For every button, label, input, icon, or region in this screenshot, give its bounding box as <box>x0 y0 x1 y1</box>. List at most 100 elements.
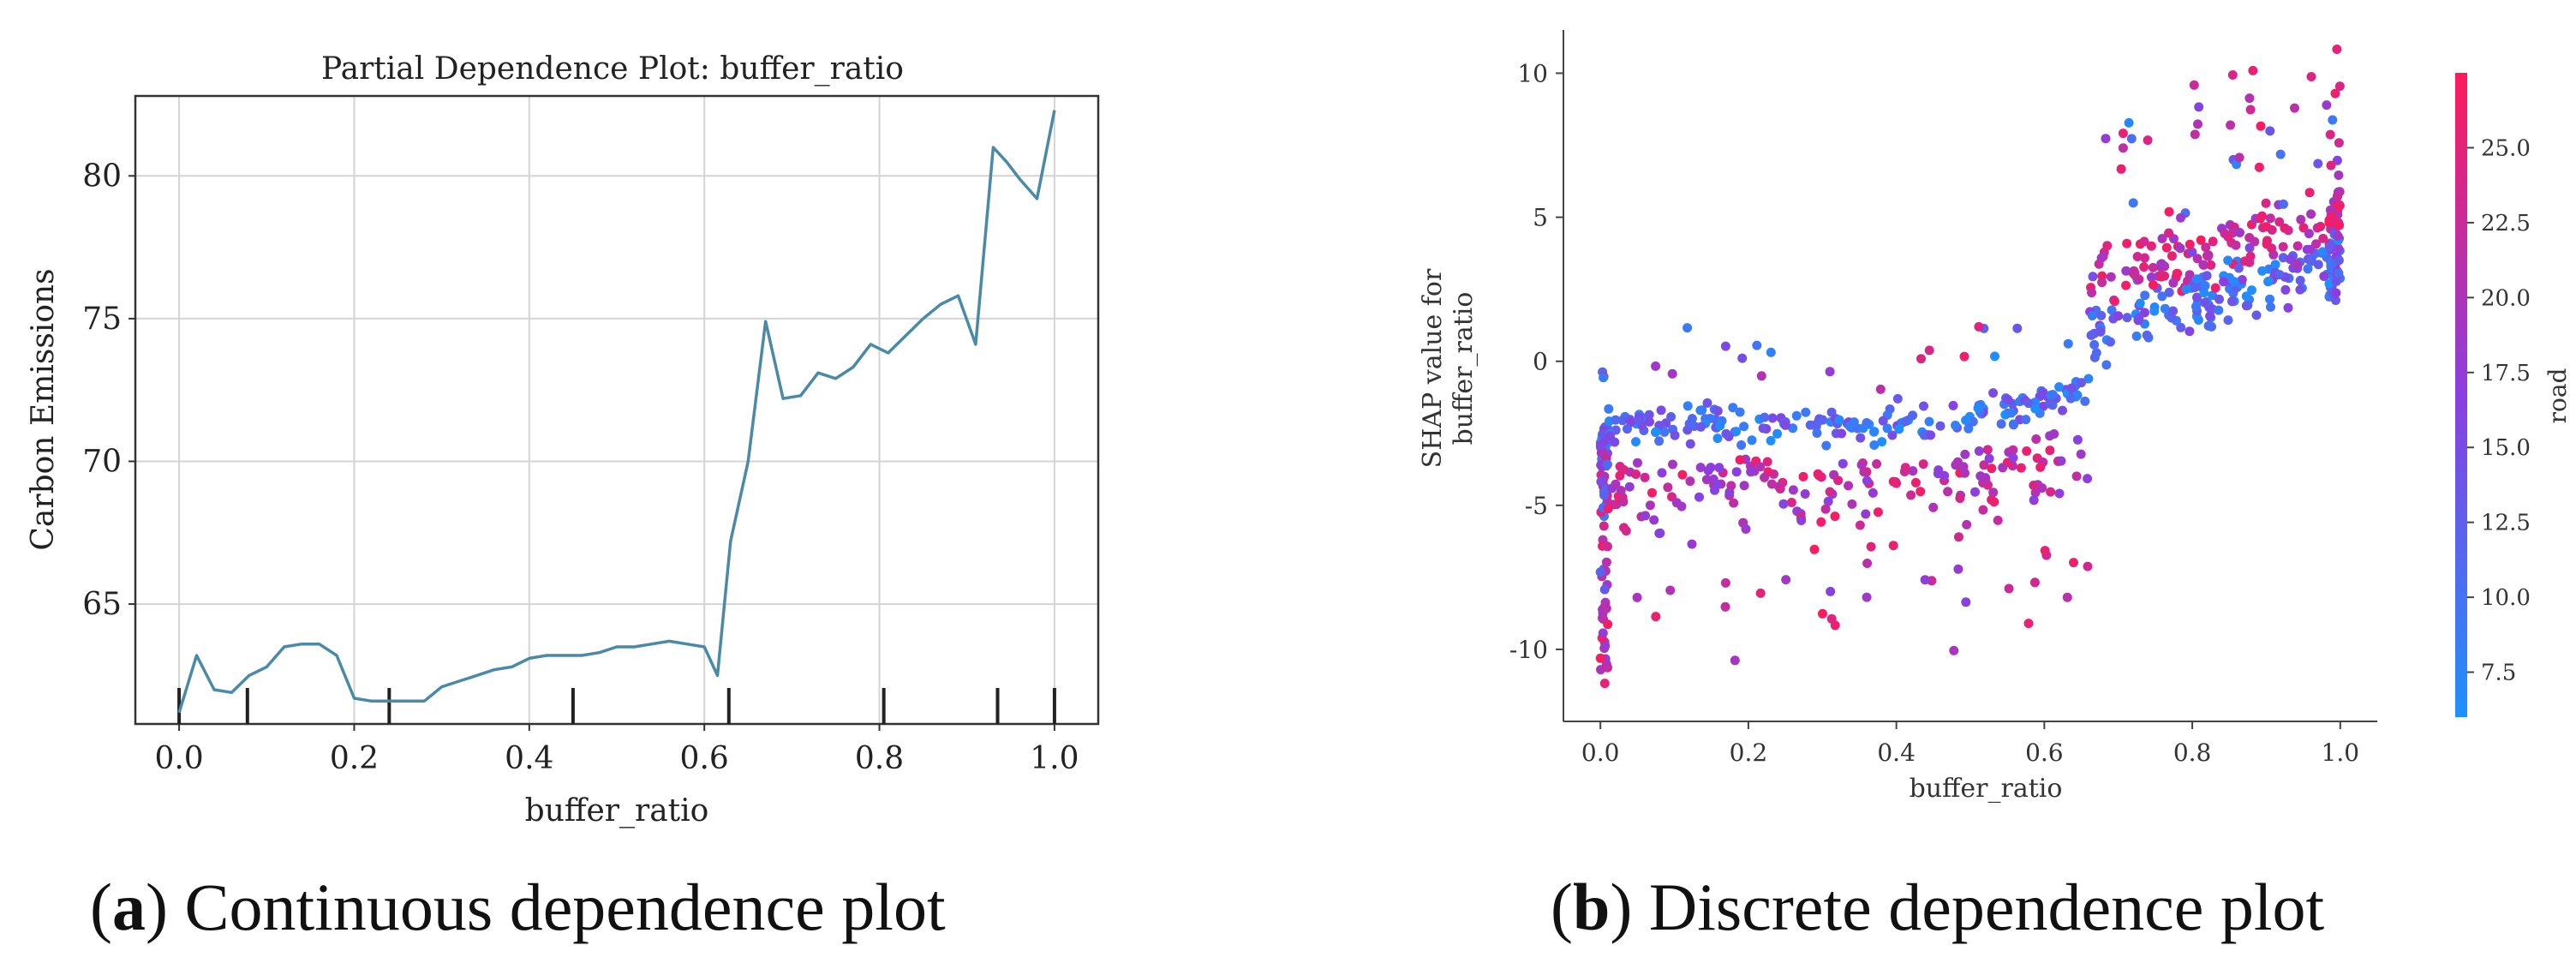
chart-b-point <box>2132 252 2143 261</box>
chart-b-point <box>1721 428 1731 439</box>
chart-b-point <box>1962 519 1972 529</box>
chart-b-point <box>2054 488 2065 499</box>
chart-b-y-tick-label: -10 <box>1509 636 1548 664</box>
chart-b-point <box>1961 597 1971 607</box>
chart-b-point <box>1766 435 1776 446</box>
chart-b-point <box>2124 117 2134 128</box>
chart-b-point <box>1781 575 1791 585</box>
chart-b-point <box>2157 234 2167 243</box>
chart-b-point <box>1818 415 1828 425</box>
chart-b-point <box>1894 424 1904 434</box>
chart-b-point <box>2292 241 2303 251</box>
chart-b-point <box>2256 213 2266 224</box>
chart-a-x-axis-label: buffer_ratio <box>525 793 709 828</box>
chart-b-point <box>2080 396 2090 406</box>
chart-b-point <box>2134 313 2144 323</box>
chart-b-point <box>2143 135 2153 146</box>
chart-b-point <box>2303 264 2313 274</box>
chart-b-point <box>1974 446 1984 456</box>
caption-b-close: ) <box>1610 870 1632 944</box>
chart-b-point <box>1935 421 1945 431</box>
chart-b-point <box>1712 406 1723 416</box>
chart-b-point <box>2045 398 2055 409</box>
chart-b-point <box>1833 476 1844 486</box>
chart-b-x-tick-label: 0.8 <box>2173 739 2212 767</box>
chart-b-point <box>1666 412 1676 422</box>
chart-a-y-tick-label: 75 <box>82 302 122 337</box>
chart-b-point <box>1599 584 1610 595</box>
chart-b-point <box>2077 378 2087 388</box>
chart-b-point <box>1682 323 1693 333</box>
chart-b-point <box>2139 236 2149 247</box>
chart-b-point <box>2126 134 2137 144</box>
chart-b-point <box>1634 416 1644 426</box>
chart-b-point <box>2031 434 2041 444</box>
chart-b-point <box>2030 487 2041 498</box>
chart-b-point <box>2021 415 2031 425</box>
chart-b-point <box>1862 476 1872 486</box>
chart-b-point <box>1820 504 1831 514</box>
chart-a-y-axis-label: Carbon Emissions <box>26 268 61 550</box>
chart-b-point <box>2083 374 2094 384</box>
chart-b-point <box>2076 449 2086 459</box>
chart-b-point <box>2156 259 2167 269</box>
chart-b-x-tick-label: 0.6 <box>2025 739 2064 767</box>
chart-b-point <box>2106 337 2115 347</box>
chart-b-point <box>2254 162 2264 172</box>
chart-b-point <box>1892 393 1903 404</box>
chart-b-point <box>1834 415 1844 425</box>
chart-b-point <box>2009 420 2018 430</box>
chart-b-point <box>2164 228 2174 238</box>
chart-b-point <box>1760 412 1770 422</box>
chart-b-point <box>2306 209 2316 219</box>
chart-b-point <box>1772 428 1783 439</box>
chart-b-point <box>2168 278 2179 288</box>
chart-b-point <box>2004 583 2014 594</box>
chart-b-point <box>2265 294 2274 304</box>
chart-b-point <box>1632 592 1642 602</box>
chart-a-x-tick-label: 0.0 <box>154 741 203 776</box>
chart-b-point <box>1984 453 1994 464</box>
chart-b-point <box>1762 457 1772 467</box>
chart-b-point <box>1731 467 1742 477</box>
chart-b-point <box>1714 463 1724 473</box>
chart-b-point <box>1695 422 1706 432</box>
chart-b-point <box>1746 467 1756 477</box>
chart-b-point <box>2332 45 2342 54</box>
chart-b-point <box>1823 496 1833 506</box>
chart-b-point <box>2058 405 2067 416</box>
chart-b-point <box>1869 440 1880 450</box>
chart-b-point <box>2334 170 2344 180</box>
chart-b-point <box>1825 487 1835 497</box>
chart-b-point <box>1735 455 1745 465</box>
chart-b-point <box>1953 564 1963 574</box>
chart-b-point <box>1760 472 1770 482</box>
chart-b-point <box>2245 105 2256 115</box>
colorbar-label: road <box>2543 368 2572 423</box>
chart-b-point <box>1685 476 1695 487</box>
chart-b-point <box>2250 236 2260 247</box>
colorbar-tick-label: 10.0 <box>2481 585 2531 611</box>
chart-b-point <box>2334 243 2344 254</box>
chart-b-point <box>2008 445 2018 455</box>
chart-b-point <box>2279 199 2288 209</box>
chart-b-point <box>1788 423 1798 434</box>
chart-b-point <box>2333 231 2343 241</box>
chart-b-point <box>2317 247 2328 257</box>
chart-b-point <box>2214 305 2224 315</box>
chart-b-point <box>2206 260 2216 270</box>
chart-b-point <box>2095 326 2106 337</box>
chart-b-point <box>1654 436 1665 446</box>
chart-b-point <box>1838 458 1848 469</box>
chart-b-point <box>2130 270 2140 280</box>
caption-a-close: ) <box>146 870 168 944</box>
chart-b-point <box>1954 532 1963 542</box>
chart-b-point <box>1788 485 1798 495</box>
chart-b-point <box>2226 120 2236 130</box>
chart-b-point <box>1847 499 1857 509</box>
chart-b-point <box>1908 466 1918 476</box>
chart-b-point <box>1599 521 1609 531</box>
caption-a-open: ( <box>90 870 112 944</box>
chart-b-point <box>2275 149 2286 159</box>
chart-b-point <box>2244 93 2255 104</box>
